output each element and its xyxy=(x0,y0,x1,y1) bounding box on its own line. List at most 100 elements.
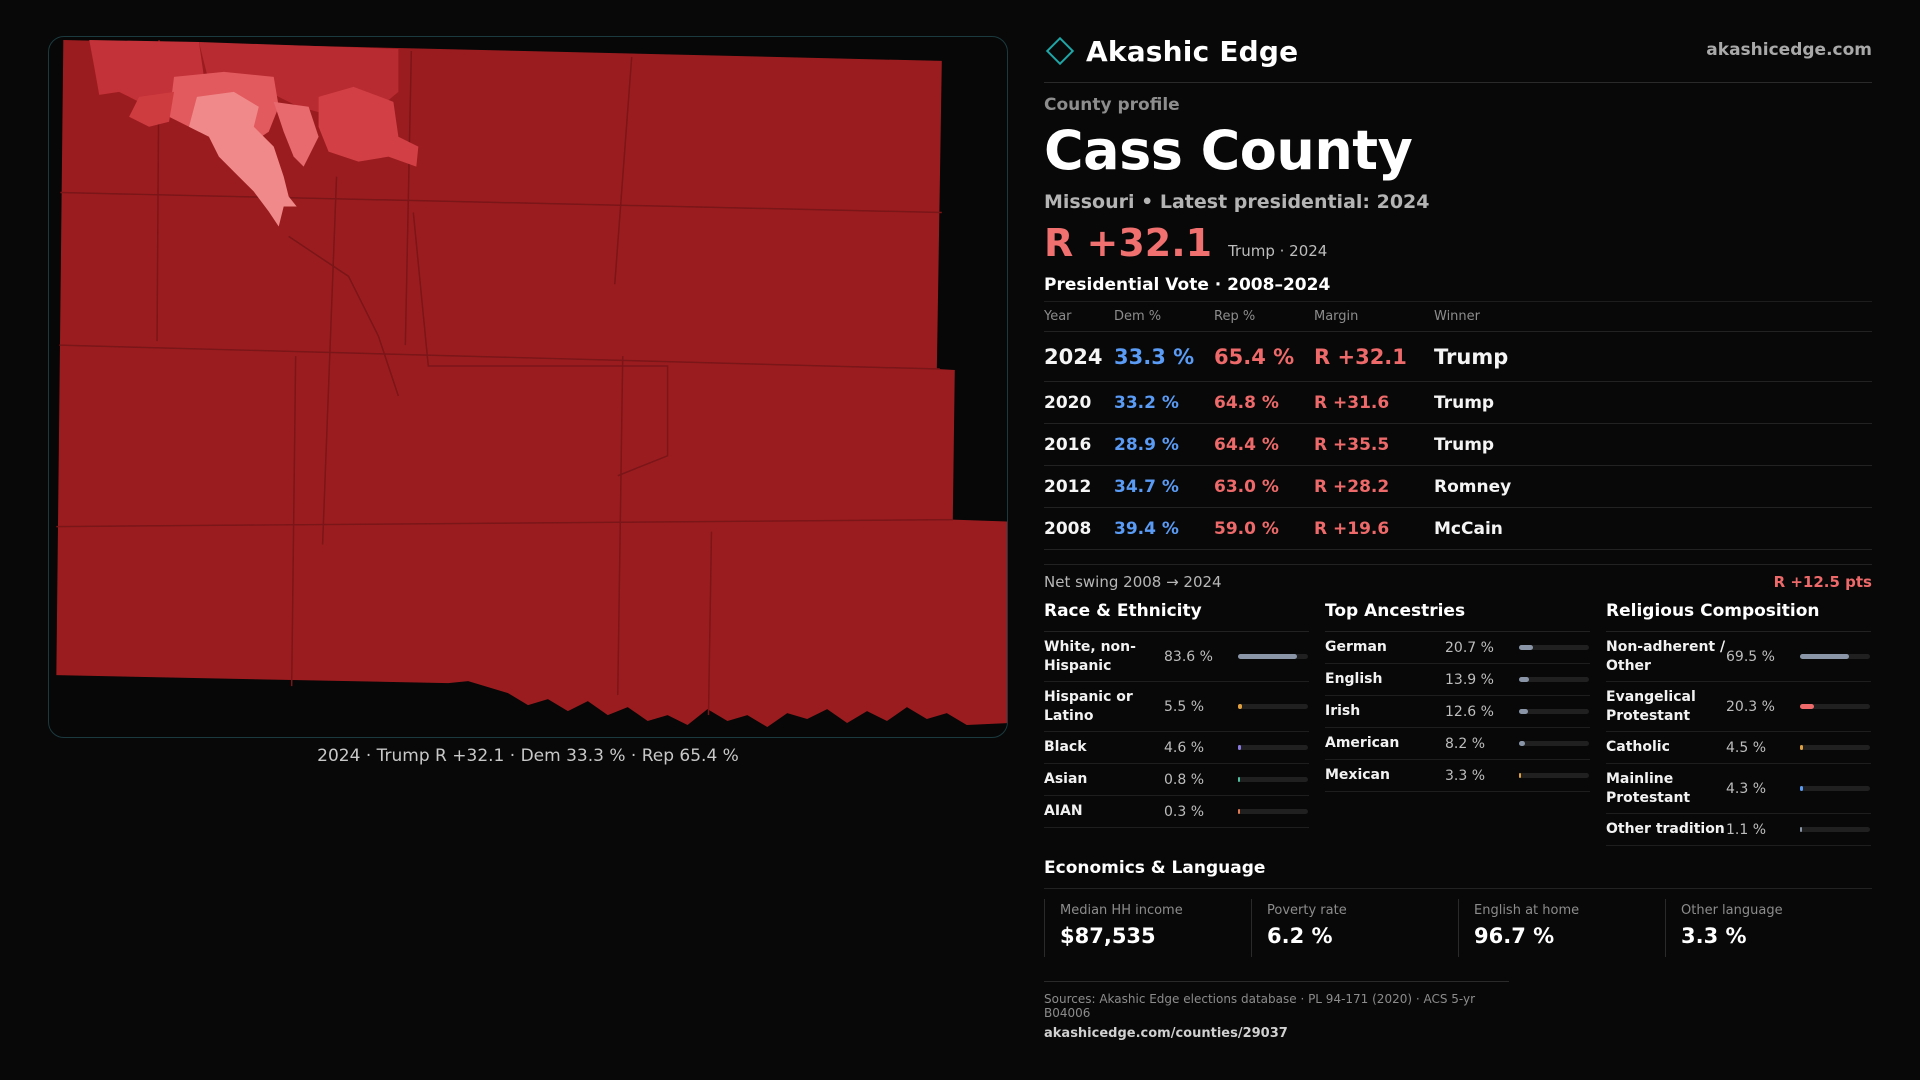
list-item-value: 12.6 % xyxy=(1445,703,1494,720)
vote-section-title: Presidential Vote · 2008–2024 xyxy=(1044,275,1331,295)
list-item[interactable]: Hispanic or Latino 5.5 % xyxy=(1044,682,1309,732)
page-title: Cass County xyxy=(1044,119,1413,182)
table-row[interactable]: 2012 34.7 % 63.0 % R +28.2 Romney xyxy=(1044,466,1872,508)
economics-cards: Median HH income $87,535 Poverty rate 6.… xyxy=(1044,899,1872,957)
list-item-value: 20.3 % xyxy=(1726,698,1775,715)
share-bar-fill xyxy=(1800,654,1849,659)
urban-precincts[interactable] xyxy=(89,39,419,227)
header-divider xyxy=(1044,82,1872,83)
list-item-label: Mainline Protestant xyxy=(1606,770,1691,806)
cell-rep: 64.4 % xyxy=(1214,434,1279,455)
share-bar xyxy=(1519,677,1589,682)
cell-winner: Romney xyxy=(1434,476,1512,497)
cell-rep: 59.0 % xyxy=(1214,518,1279,539)
brand-name[interactable]: Akashic Edge xyxy=(1086,34,1299,68)
cell-rep: 64.8 % xyxy=(1214,392,1279,413)
stat-label: Median HH income xyxy=(1060,903,1183,918)
stat-label: English at home xyxy=(1474,903,1580,918)
cell-margin: R +32.1 xyxy=(1314,344,1407,369)
county-profile-panel: Akashic Edge akashicedge.com County prof… xyxy=(1044,30,1872,1070)
table-row[interactable]: 2024 33.3 % 65.4 % R +32.1 Trump xyxy=(1044,332,1872,382)
share-bar-fill xyxy=(1519,677,1529,682)
county-map[interactable] xyxy=(48,36,1008,738)
share-bar xyxy=(1238,745,1308,750)
ancestry-list: German 20.7 % English 13.9 % Irish 12.6 % Amer… xyxy=(1325,632,1590,792)
share-bar-fill xyxy=(1238,654,1297,659)
headline-margin-value: R +32.1 xyxy=(1044,221,1213,265)
cell-year: 2012 xyxy=(1044,476,1092,497)
share-bar xyxy=(1238,704,1308,709)
list-item-label: Non-adherent / Other xyxy=(1606,638,1726,674)
cell-dem: 39.4 % xyxy=(1114,518,1179,539)
list-item-value: 4.6 % xyxy=(1164,739,1205,756)
list-item[interactable]: Mexican 3.3 % xyxy=(1325,760,1590,792)
list-item-label: Black xyxy=(1044,739,1087,755)
table-row[interactable]: 2020 33.2 % 64.8 % R +31.6 Trump xyxy=(1044,382,1872,424)
share-bar-fill xyxy=(1238,745,1241,750)
share-bar xyxy=(1800,654,1870,659)
list-item-value: 69.5 % xyxy=(1726,648,1775,665)
list-item[interactable]: Catholic 4.5 % xyxy=(1606,732,1871,764)
sources-line: Sources: Akashic Edge elections database… xyxy=(1044,992,1476,1020)
share-bar xyxy=(1519,645,1589,650)
cell-year: 2008 xyxy=(1044,518,1092,539)
brand-url-link[interactable]: akashicedge.com xyxy=(1706,40,1872,60)
share-bar xyxy=(1800,786,1870,791)
list-item-value: 4.3 % xyxy=(1726,780,1767,797)
county-map-svg[interactable] xyxy=(49,37,1007,737)
list-item[interactable]: Irish 12.6 % xyxy=(1325,696,1590,728)
cell-winner: Trump xyxy=(1434,434,1495,455)
share-bar xyxy=(1800,745,1870,750)
share-bar xyxy=(1519,741,1589,746)
list-item-label: Hispanic or Latino xyxy=(1044,688,1133,724)
list-item-label: Other tradition xyxy=(1606,821,1725,837)
list-item[interactable]: Asian 0.8 % xyxy=(1044,764,1309,796)
ancestry-section: Top Ancestries German 20.7 % English 13.9 %… xyxy=(1325,601,1590,846)
net-swing-row: Net swing 2008 → 2024 R +12.5 pts xyxy=(1044,564,1872,591)
list-item[interactable]: American 8.2 % xyxy=(1325,728,1590,760)
share-bar xyxy=(1519,773,1589,778)
race-section: Race & Ethnicity White, non-Hispanic 83.6… xyxy=(1044,601,1309,846)
list-item[interactable]: AIAN 0.3 % xyxy=(1044,796,1309,828)
list-item-label: AIAN xyxy=(1044,803,1083,819)
list-item[interactable]: Evangelical Protestant 20.3 % xyxy=(1606,682,1871,732)
cell-dem: 34.7 % xyxy=(1114,476,1179,497)
list-item-label: Mexican xyxy=(1325,767,1390,783)
list-item[interactable]: Black 4.6 % xyxy=(1044,732,1309,764)
share-bar-fill xyxy=(1800,827,1802,832)
list-item-value: 1.1 % xyxy=(1726,821,1767,838)
list-item-label: White, non-Hispanic xyxy=(1044,638,1136,674)
list-item[interactable]: English 13.9 % xyxy=(1325,664,1590,696)
list-item-value: 83.6 % xyxy=(1164,648,1213,665)
list-item-value: 3.3 % xyxy=(1445,767,1486,784)
list-item[interactable]: White, non-Hispanic 83.6 % xyxy=(1044,632,1309,682)
county-shape[interactable] xyxy=(56,39,1007,728)
economics-section-title: Economics & Language xyxy=(1044,858,1872,889)
list-item[interactable]: German 20.7 % xyxy=(1325,632,1590,664)
religion-list: Non-adherent / Other 69.5 % Evangelical Pr… xyxy=(1606,632,1871,846)
list-item[interactable]: Other tradition 1.1 % xyxy=(1606,814,1871,846)
stat-value: 6.2 % xyxy=(1267,924,1333,948)
table-row[interactable]: 2016 28.9 % 64.4 % R +35.5 Trump xyxy=(1044,424,1872,466)
stat-label: Other language xyxy=(1681,903,1783,918)
sources-url-link[interactable]: akashicedge.com/counties/29037 xyxy=(1044,1026,1288,1041)
list-item-label: Irish xyxy=(1325,703,1361,719)
table-row[interactable]: 2008 39.4 % 59.0 % R +19.6 McCain xyxy=(1044,508,1872,550)
list-item-value: 13.9 % xyxy=(1445,671,1494,688)
list-item-label: American xyxy=(1325,735,1400,751)
col-header-year: Year xyxy=(1044,309,1072,324)
list-item-label: English xyxy=(1325,671,1383,687)
share-bar xyxy=(1519,709,1589,714)
share-bar-fill xyxy=(1519,709,1528,714)
cell-winner: Trump xyxy=(1434,392,1495,413)
share-bar xyxy=(1238,809,1308,814)
list-item[interactable]: Mainline Protestant 4.3 % xyxy=(1606,764,1871,814)
share-bar-fill xyxy=(1238,704,1242,709)
cell-dem: 33.2 % xyxy=(1114,392,1179,413)
cell-winner: McCain xyxy=(1434,518,1503,539)
stat-card-poverty-rate: Poverty rate 6.2 % xyxy=(1251,899,1458,957)
cell-rep: 63.0 % xyxy=(1214,476,1279,497)
list-item[interactable]: Non-adherent / Other 69.5 % xyxy=(1606,632,1871,682)
subtitle: Missouri • Latest presidential: 2024 xyxy=(1044,191,1430,213)
cell-dem: 33.3 % xyxy=(1114,344,1195,369)
